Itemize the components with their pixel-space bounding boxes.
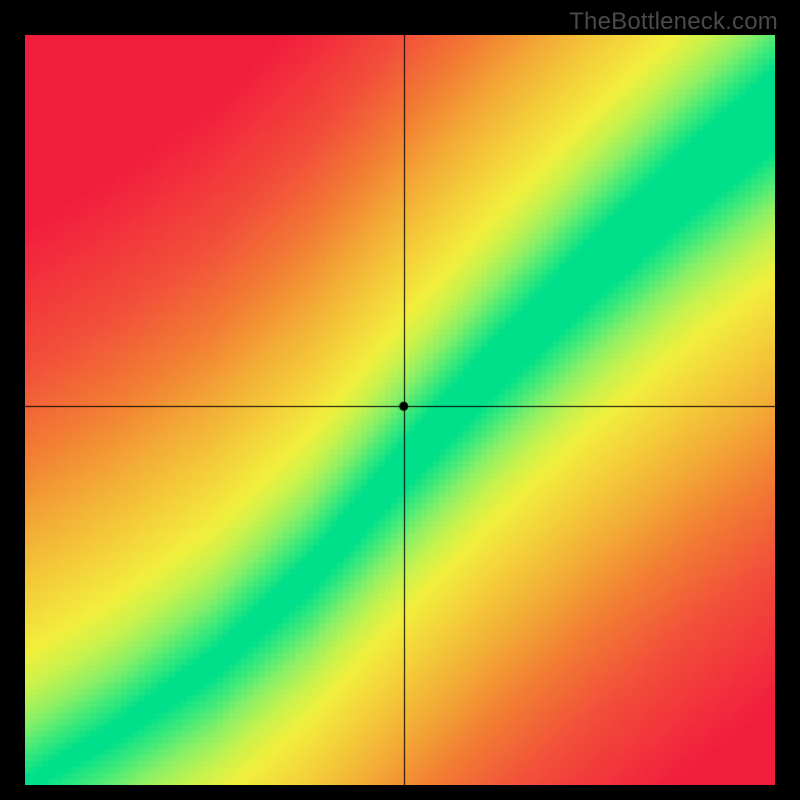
figure-root: TheBottleneck.com	[0, 0, 800, 800]
bottleneck-heatmap	[25, 35, 775, 785]
watermark-text: TheBottleneck.com	[569, 8, 778, 36]
heatmap-canvas	[25, 35, 775, 785]
